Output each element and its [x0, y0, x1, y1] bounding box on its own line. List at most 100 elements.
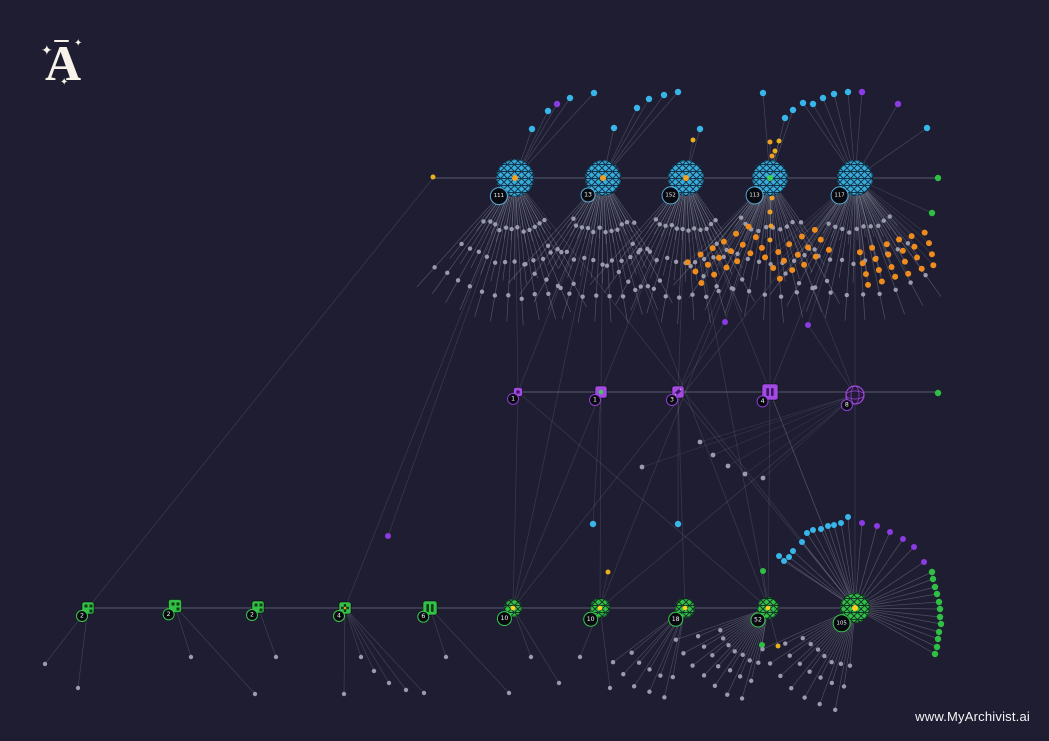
satellite-dot[interactable] — [509, 226, 514, 232]
graph-node-row-top-13[interactable]: 13 — [580, 159, 622, 203]
satellite-dot[interactable] — [582, 255, 587, 261]
satellite-dot[interactable] — [657, 222, 662, 227]
satellite-dot[interactable] — [781, 114, 789, 122]
satellite-dot[interactable] — [888, 263, 895, 270]
satellite-dot[interactable] — [722, 319, 728, 325]
satellite-dot[interactable] — [817, 236, 824, 243]
satellite-dot[interactable] — [723, 264, 730, 271]
satellite-dot[interactable] — [800, 635, 805, 641]
satellite-dot[interactable] — [817, 701, 822, 707]
satellite-dot[interactable] — [645, 95, 653, 103]
satellite-dot[interactable] — [341, 691, 347, 697]
satellite-dot[interactable] — [826, 221, 831, 226]
satellite-dot[interactable] — [775, 248, 782, 255]
satellite-dot[interactable] — [811, 226, 818, 233]
graph-node-row-bottom-2[interactable]: 2 — [76, 601, 95, 622]
satellite-dot[interactable] — [789, 106, 797, 114]
satellite-dot[interactable] — [637, 247, 643, 253]
satellite-dot[interactable] — [905, 241, 911, 246]
satellite-dot[interactable] — [566, 94, 574, 102]
satellite-dot[interactable] — [786, 241, 793, 248]
satellite-dot[interactable] — [931, 650, 939, 658]
satellite-dot[interactable] — [654, 257, 659, 263]
satellite-dot[interactable] — [781, 257, 788, 264]
satellite-dot[interactable] — [760, 568, 766, 574]
satellite-dot[interactable] — [590, 89, 598, 97]
satellite-dot[interactable] — [567, 291, 572, 296]
graph-node-row-bottom-2[interactable]: 2 — [162, 599, 182, 621]
satellite-dot[interactable] — [881, 218, 886, 223]
satellite-dot[interactable] — [895, 247, 901, 252]
satellite-dot[interactable] — [734, 258, 741, 265]
satellite-dot[interactable] — [662, 695, 667, 700]
satellite-dot[interactable] — [528, 125, 536, 133]
satellite-dot[interactable] — [738, 215, 744, 220]
satellite-dot[interactable] — [604, 263, 610, 268]
satellite-dot[interactable] — [808, 641, 813, 647]
satellite-dot[interactable] — [631, 684, 637, 689]
satellite-dot[interactable] — [653, 217, 659, 222]
graph-node-row-top-111[interactable]: 111 — [489, 158, 535, 206]
satellite-dot[interactable] — [883, 241, 890, 248]
satellite-dot[interactable] — [809, 100, 817, 108]
satellite-dot[interactable] — [804, 530, 810, 536]
satellite-dot[interactable] — [559, 249, 564, 255]
satellite-dot[interactable] — [767, 661, 773, 666]
satellite-dot[interactable] — [252, 691, 258, 697]
satellite-dot[interactable] — [528, 654, 534, 660]
satellite-dot[interactable] — [493, 222, 498, 227]
satellite-dot[interactable] — [770, 264, 777, 271]
satellite-dot[interactable] — [531, 258, 536, 263]
satellite-dot[interactable] — [833, 707, 838, 713]
satellite-dot[interactable] — [628, 254, 633, 260]
satellite-dot[interactable] — [844, 292, 850, 298]
satellite-dot[interactable] — [756, 259, 762, 265]
satellite-dot[interactable] — [732, 649, 737, 654]
satellite-dot[interactable] — [854, 226, 859, 232]
satellite-dot[interactable] — [715, 664, 721, 669]
satellite-dot[interactable] — [786, 554, 792, 560]
satellite-dot[interactable] — [921, 229, 928, 236]
satellite-dot[interactable] — [607, 293, 612, 299]
satellite-dot[interactable] — [923, 272, 928, 278]
satellite-dot[interactable] — [651, 286, 657, 291]
satellite-dot[interactable] — [556, 680, 562, 686]
satellite-dot[interactable] — [639, 464, 645, 470]
satellite-dot[interactable] — [928, 209, 936, 217]
satellite-dot[interactable] — [921, 559, 927, 565]
satellite-dot[interactable] — [844, 88, 852, 96]
satellite-dot[interactable] — [875, 267, 882, 274]
satellite-dot[interactable] — [778, 294, 784, 299]
satellite-dot[interactable] — [690, 292, 695, 297]
satellite-dot[interactable] — [860, 292, 866, 297]
satellite-dot[interactable] — [868, 224, 873, 229]
satellite-dot[interactable] — [893, 287, 898, 292]
satellite-dot[interactable] — [805, 322, 811, 328]
satellite-dot[interactable] — [674, 226, 680, 231]
satellite-dot[interactable] — [704, 226, 709, 231]
graph-node-row-top-113[interactable]: 113 — [745, 159, 789, 205]
satellite-dot[interactable] — [936, 613, 944, 621]
satellite-dot[interactable] — [430, 174, 436, 180]
satellite-dot[interactable] — [580, 294, 585, 299]
satellite-dot[interactable] — [704, 261, 711, 268]
satellite-dot[interactable] — [865, 281, 872, 288]
satellite-dot[interactable] — [789, 267, 796, 274]
satellite-dot[interactable] — [819, 94, 827, 102]
satellite-dot[interactable] — [515, 225, 520, 230]
satellite-dot[interactable] — [670, 674, 676, 680]
satellite-dot[interactable] — [847, 663, 853, 668]
satellite-dot[interactable] — [645, 283, 651, 289]
satellite-dot[interactable] — [710, 452, 716, 458]
satellite-dot[interactable] — [731, 286, 736, 292]
satellite-dot[interactable] — [660, 91, 668, 99]
satellite-dot[interactable] — [701, 644, 707, 649]
satellite-dot[interactable] — [358, 654, 364, 660]
satellite-dot[interactable] — [467, 246, 473, 251]
satellite-dot[interactable] — [936, 605, 944, 613]
graph-node-row-bottom-2[interactable]: 2 — [246, 600, 265, 621]
satellite-dot[interactable] — [527, 227, 532, 233]
satellite-dot[interactable] — [887, 529, 893, 535]
satellite-dot[interactable] — [900, 536, 906, 542]
satellite-dot[interactable] — [934, 174, 942, 182]
